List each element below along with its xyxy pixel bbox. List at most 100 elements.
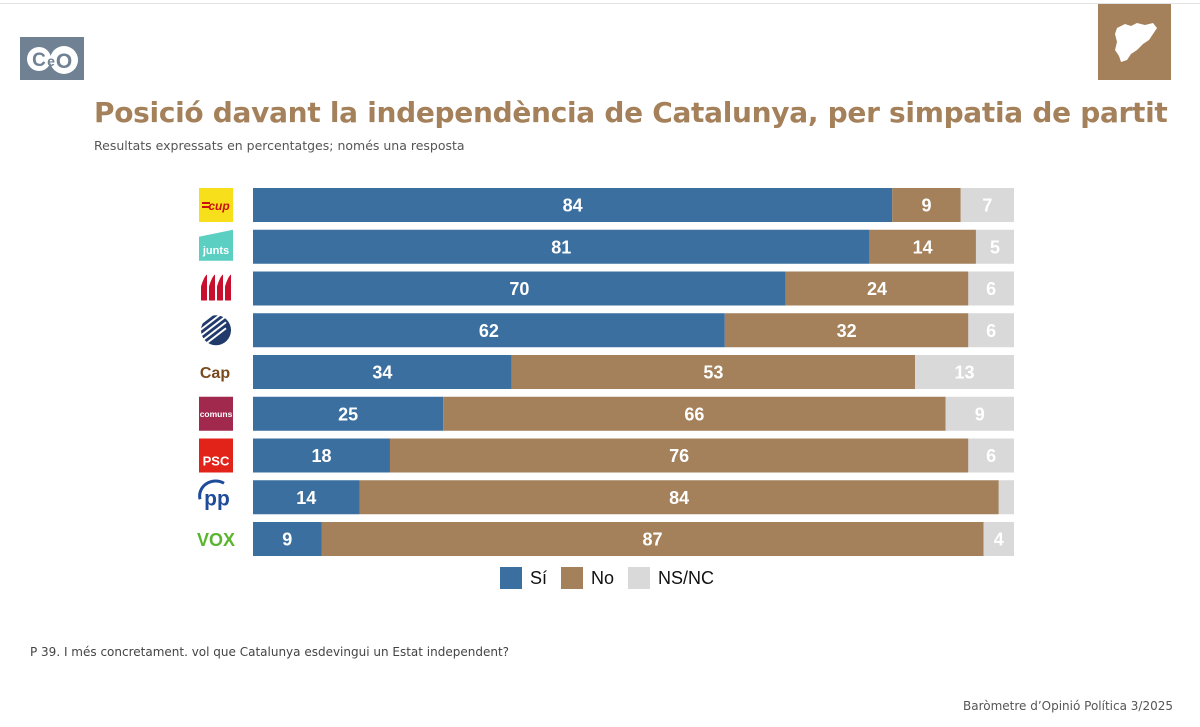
data-label-si: 62 [479,321,499,341]
comuns-logo-text: comuns [200,409,233,419]
source-note: Baròmetre d’Opinió Política 3/2025 [962,699,1173,713]
erc-logo-bar [217,274,223,301]
ceo-logo: C e O [20,37,84,80]
bar-no [443,396,946,431]
data-label-no: 14 [913,237,933,257]
legend-item-si: Sí [500,567,547,589]
psc-logo-icon [199,438,233,473]
data-label-si: 81 [551,237,571,257]
erc-logo-bar [201,274,207,301]
bar-no [359,480,999,515]
data-label-no: 32 [837,321,857,341]
data-label-si: 25 [338,404,358,424]
bar-no [389,438,969,473]
legend-label-nsnc: NS/NC [658,567,715,588]
bar-si [253,313,725,348]
cup-logo-stripe [202,206,210,208]
data-label-si: 9 [282,530,292,550]
data-label-si: 84 [563,196,583,216]
alianca-logo-stripe [199,303,227,326]
bar-nsnc [968,313,1014,348]
data-label-si: 34 [372,363,392,383]
bar-si [253,522,322,556]
chart-subtitle: Resultats expressats en percentatges; no… [94,138,465,153]
chart-legend: Sí No NS/NC [500,567,728,589]
cup-logo-text: cup [208,199,229,213]
bar-si [253,271,786,306]
data-label-no: 87 [643,530,663,550]
pp-logo-text: pp [204,487,230,510]
bar-nsnc [975,229,1014,264]
alianca-logo-stripe [199,321,227,344]
survey-question: P 39. I més concretament. vol que Catalu… [30,645,510,659]
data-label-no: 53 [703,363,723,383]
data-label-si: 14 [296,488,316,508]
alianca-logo-stripe [199,309,227,332]
bar-nsnc [968,438,1014,473]
vox-logo-text: VOX [197,530,235,550]
bar-nsnc [945,396,1014,431]
catalonia-map-badge [1098,4,1171,80]
bar-no [321,522,984,556]
bar-nsnc [998,480,1014,515]
data-label-si: 18 [311,446,331,466]
bar-si [253,480,360,515]
data-label-nsnc: 13 [955,363,975,383]
psc-logo-text: PSC [203,454,230,469]
data-label-no: 66 [684,404,704,424]
junts-logo-text: junts [202,245,229,257]
data-label-nsnc: 4 [994,530,1004,550]
pp-logo-arc [198,479,225,500]
legend-swatch-no [561,567,584,589]
alianca-logo-stripe [199,315,227,338]
data-label-no: 24 [867,279,887,299]
bar-nsnc [983,522,1014,556]
erc-logo-bar [225,274,231,301]
cup-logo-icon [199,188,233,222]
data-label-nsnc: 6 [986,446,996,466]
bar-si [253,188,893,222]
svg-text:e: e [47,53,55,69]
svg-text:C: C [32,50,46,71]
bar-no [785,271,969,306]
bar-nsnc [968,271,1014,306]
bar-no [869,229,976,264]
catalonia-map-icon [1114,23,1157,62]
legend-label-no: No [591,567,615,588]
data-label-nsnc: 6 [986,279,996,299]
data-label-no: 76 [669,446,689,466]
cap-logo-text: Cap [200,365,230,382]
junts-logo-icon [199,229,233,261]
chart-title-rest: per simpatia de partit [818,96,1168,129]
legend-item-nsnc: NS/NC [628,567,714,589]
ceo-logo-icon: C e O [27,45,78,74]
data-label-no: 84 [669,488,689,508]
bar-no [724,313,969,348]
svg-text:O: O [56,50,72,73]
data-label-nsnc: 6 [986,321,996,341]
chart-title: Posició davant la independència de Catal… [94,96,1168,129]
bar-si [253,438,390,473]
data-label-nsnc: 9 [975,404,985,424]
alianca-logo-stripe [199,327,227,350]
data-label-nsnc: 7 [982,196,992,216]
bar-si [253,229,870,264]
top-divider [0,3,1200,4]
cup-logo-stripe [202,202,210,204]
data-label-si: 70 [509,279,529,299]
comuns-logo-icon [199,396,233,431]
erc-logo-bar [209,274,215,301]
legend-item-no: No [561,567,614,589]
chart-title-bold: Posició davant la independència de Catal… [94,96,819,129]
bar-nsnc [915,355,1014,389]
bar-no [892,188,961,222]
legend-swatch-si [500,567,522,589]
bar-si [253,396,444,431]
data-label-nsnc: 5 [990,237,1000,257]
bar-no [511,355,916,389]
legend-label-si: Sí [530,567,548,588]
data-label-no: 9 [921,196,931,216]
bar-si [253,355,512,389]
bar-nsnc [960,188,1014,222]
